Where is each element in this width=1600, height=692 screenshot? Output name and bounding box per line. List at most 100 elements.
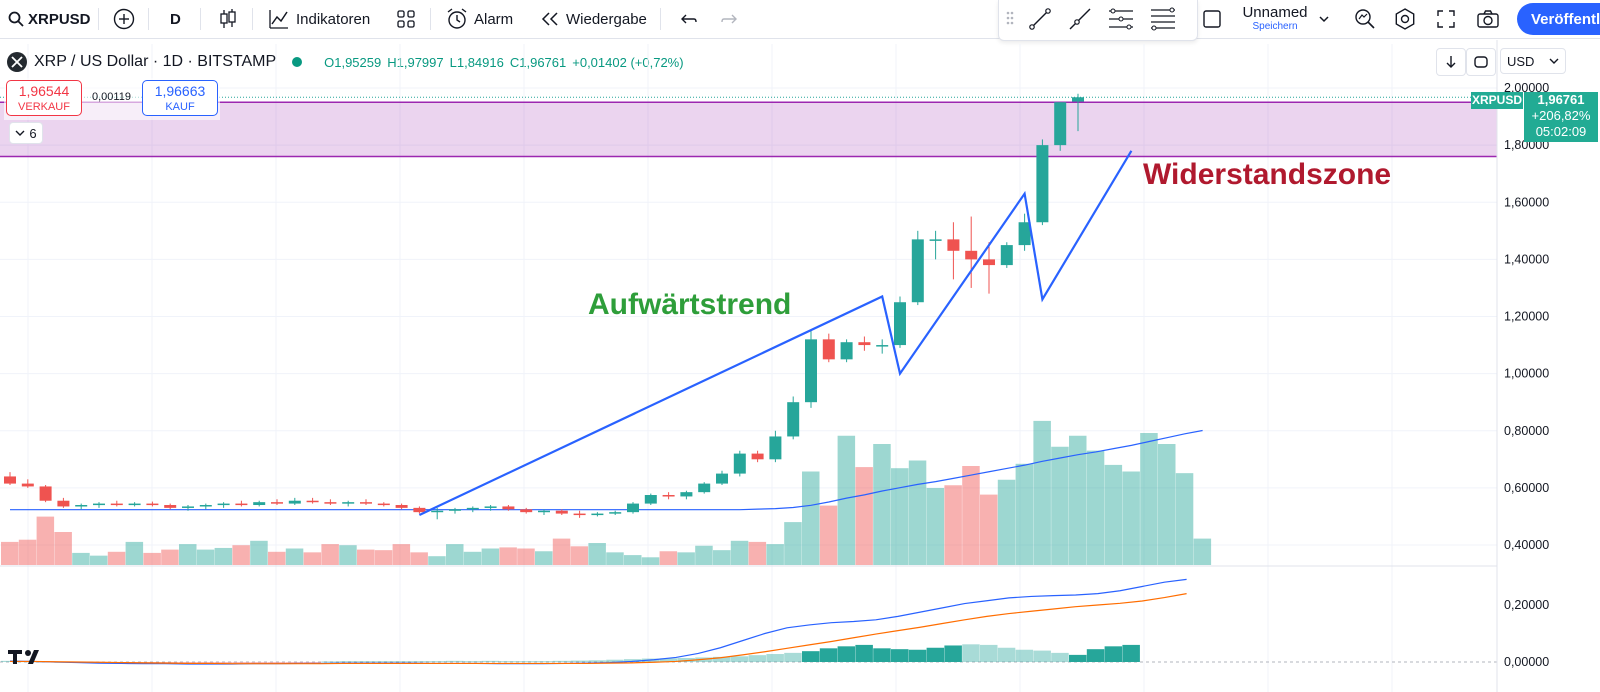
macd-histogram-bar bbox=[481, 660, 500, 662]
candle-body bbox=[769, 436, 782, 460]
replay-mode-button[interactable] bbox=[1466, 48, 1496, 76]
settings-button[interactable] bbox=[1394, 0, 1416, 38]
candle-body bbox=[698, 483, 711, 493]
macd-histogram-bar bbox=[944, 645, 962, 662]
ohlc-high: H1,97997 bbox=[387, 54, 444, 70]
arrow-down-icon bbox=[1446, 56, 1456, 68]
macd-histogram-bar bbox=[962, 644, 980, 662]
candle-body bbox=[805, 339, 817, 403]
candle-body bbox=[217, 503, 230, 506]
macd-histogram-bar bbox=[908, 649, 927, 662]
macd-histogram-bar bbox=[695, 657, 713, 662]
volume-bar bbox=[784, 522, 802, 565]
layout-menu-button[interactable] bbox=[1318, 0, 1330, 38]
candle-body bbox=[199, 505, 212, 507]
collapse-indicators-button[interactable]: 6 bbox=[9, 122, 43, 144]
interval-button[interactable]: D bbox=[170, 10, 181, 28]
candle-body bbox=[395, 505, 408, 508]
macd-histogram-bar bbox=[161, 662, 179, 663]
sell-button[interactable]: 1,96544 VERKAUF bbox=[6, 80, 82, 116]
price-axis-label: 0,40000 bbox=[1504, 538, 1549, 552]
macd-histogram-bar bbox=[1033, 650, 1051, 662]
volume-bar bbox=[588, 543, 606, 565]
indicators-icon bbox=[269, 10, 288, 29]
alert-button[interactable]: Alarm bbox=[446, 0, 513, 38]
buy-button[interactable]: 1,96663 KAUF bbox=[142, 80, 218, 116]
volume-bar bbox=[268, 551, 286, 565]
candle-body bbox=[591, 513, 604, 516]
macd-histogram-bar bbox=[873, 648, 891, 662]
macd-histogram-bar bbox=[54, 661, 72, 663]
fib-retracement-icon[interactable] bbox=[1149, 6, 1177, 32]
price-axis-label: 1,00000 bbox=[1504, 367, 1549, 381]
volume-bar bbox=[143, 552, 161, 565]
fullscreen-button[interactable] bbox=[1436, 0, 1456, 38]
layout-name-button[interactable]: Unnamed Speichern bbox=[1240, 4, 1310, 33]
volume-bar bbox=[1158, 444, 1176, 565]
undo-button[interactable] bbox=[678, 0, 698, 38]
volume-bar bbox=[161, 549, 179, 565]
chart-type-button[interactable] bbox=[218, 0, 238, 38]
macd-line bbox=[9, 578, 1187, 665]
templates-button[interactable] bbox=[396, 0, 416, 38]
volume-bar bbox=[535, 551, 553, 565]
market-status-dot bbox=[292, 57, 303, 67]
alert-label: Alarm bbox=[474, 10, 514, 28]
publish-button[interactable]: Veröffentl bbox=[1517, 3, 1600, 35]
square-icon bbox=[1203, 10, 1221, 28]
macd-histogram-bar bbox=[232, 662, 250, 663]
macd-histogram-bar bbox=[374, 661, 393, 663]
macd-histogram-bar bbox=[268, 662, 286, 663]
top-toolbar: XRPUSD D Indikatoren Alarm Wiedergabe bbox=[0, 0, 1600, 41]
drag-handle-icon[interactable] bbox=[1005, 10, 1015, 26]
currency-value: USD bbox=[1507, 53, 1535, 69]
candle-body bbox=[235, 503, 248, 506]
trend-line-icon[interactable] bbox=[1027, 6, 1053, 32]
macd-histogram-bar bbox=[428, 661, 446, 663]
download-button[interactable] bbox=[1436, 48, 1466, 76]
volume-bar bbox=[1, 541, 19, 565]
macd-histogram-bar bbox=[463, 661, 482, 663]
replay-button[interactable]: Wiedergabe bbox=[540, 0, 647, 38]
macd-histogram-bar bbox=[410, 661, 428, 663]
symbol-title[interactable]: XRP / US Dollar · 1D · BITSTAMP bbox=[34, 53, 277, 70]
volume-bar bbox=[196, 549, 215, 565]
snapshot-button[interactable] bbox=[1476, 0, 1500, 38]
indicators-button[interactable]: Indikatoren bbox=[268, 0, 370, 38]
ohlc-low: L1,84916 bbox=[449, 54, 504, 70]
macd-histogram-bar bbox=[1104, 646, 1123, 662]
currency-select[interactable]: USD bbox=[1500, 48, 1566, 74]
layout-button[interactable] bbox=[1202, 0, 1222, 38]
macd-histogram-bar bbox=[1086, 649, 1105, 662]
macd-histogram-bar bbox=[624, 659, 642, 662]
symbol-search[interactable]: XRPUSD bbox=[8, 0, 91, 38]
volume-bar bbox=[1175, 473, 1194, 565]
resistance-annotation: Widerstandszone bbox=[1143, 158, 1392, 191]
candle-body bbox=[324, 502, 337, 504]
buy-price: 1,96663 bbox=[154, 83, 206, 99]
parallel-channel-icon[interactable] bbox=[1107, 6, 1135, 32]
price-axis-label: 1,40000 bbox=[1504, 252, 1549, 266]
volume-bar bbox=[72, 552, 90, 565]
price-axis-label: 0,60000 bbox=[1504, 481, 1549, 495]
volume-bar bbox=[855, 467, 873, 565]
uptrend-annotation: Aufwärtstrend bbox=[588, 288, 792, 321]
quick-search-button[interactable] bbox=[1354, 0, 1376, 38]
macd-histogram-bar bbox=[1051, 652, 1069, 662]
macd-histogram-bar bbox=[535, 661, 553, 663]
macd-histogram-bar bbox=[748, 655, 767, 662]
volume-bar bbox=[339, 545, 357, 565]
redo-button[interactable] bbox=[720, 0, 740, 38]
ray-line-icon[interactable] bbox=[1067, 6, 1093, 32]
sell-price: 1,96544 bbox=[18, 83, 70, 99]
candle-body bbox=[413, 507, 426, 513]
candle-body bbox=[449, 509, 461, 511]
volume-bar bbox=[1033, 420, 1051, 565]
macd-histogram-bar bbox=[891, 649, 909, 662]
volume-bar bbox=[641, 557, 660, 565]
plus-circle-icon bbox=[113, 8, 135, 30]
compare-button[interactable] bbox=[113, 0, 135, 38]
volume-bar bbox=[1051, 446, 1069, 565]
macd-histogram-bar bbox=[90, 662, 108, 663]
